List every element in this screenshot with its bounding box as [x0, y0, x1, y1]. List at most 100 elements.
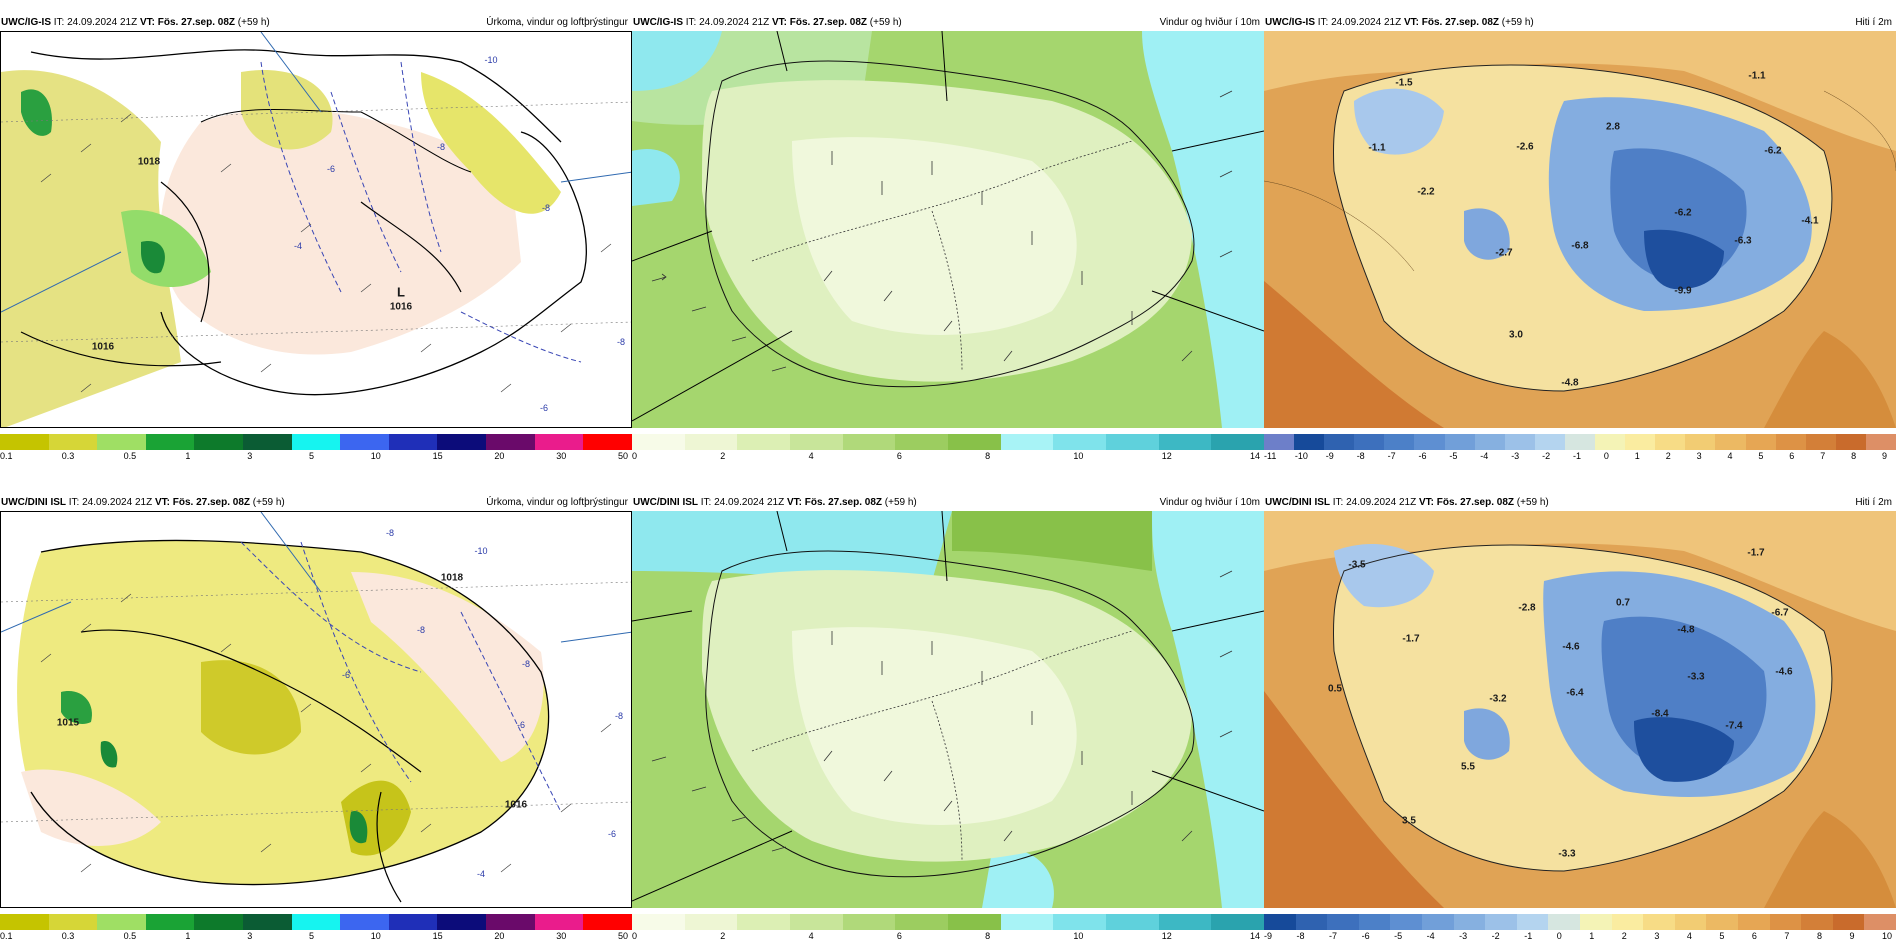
colorbar-swatch — [684, 434, 738, 450]
temperature-colorbar-ticks: -11 -10 -9 -8 -7 -6 -5 -4 -3 -2 -1 0 1 2 3 4 5 6 7 8 9 — [1264, 451, 1896, 463]
panel-title: Úrkoma, vindur og loftþrýstingur — [486, 497, 628, 508]
temperature-contour-label: -8 — [614, 711, 624, 721]
colorbar-tick-label: 3 — [1696, 451, 1702, 461]
model-label: UWC/IG-IS — [1, 17, 51, 28]
precip-map: 1018 1016 1016 L -10 -8 -6 -4 -6 -8 -8 — [0, 31, 632, 428]
temperature-value: -3.3 — [1687, 671, 1705, 683]
colorbar-swatch — [1106, 914, 1159, 930]
colorbar-tick-label: 30 — [556, 931, 567, 941]
temperature-contour-label: -6 — [341, 670, 351, 680]
colorbar-tick-label: 8 — [1851, 451, 1857, 461]
colorbar-swatch — [534, 434, 584, 450]
colorbar-swatch — [1745, 434, 1776, 450]
colorbar-tick-label: -2 — [1491, 931, 1500, 941]
colorbar-swatch — [583, 434, 632, 450]
colorbar-tick-label: -3 — [1511, 451, 1520, 461]
colorbar-tick-label: 3 — [247, 931, 253, 941]
colorbar-swatch — [145, 914, 195, 930]
panel-ig-is-temp: UWC/IG-IS IT: 24.09.2024 21Z VT: Fös. 27… — [1264, 16, 1896, 468]
colorbar-swatch — [437, 914, 487, 930]
temperature-contour-label: -4 — [293, 241, 303, 251]
colorbar-swatch — [340, 914, 389, 930]
colorbar-swatch — [684, 914, 738, 930]
colorbar-swatch — [1421, 914, 1454, 930]
init-time: IT: 24.09.2024 21Z — [685, 17, 770, 28]
colorbar-swatch — [1453, 914, 1486, 930]
colorbar-tick-label: 0.1 — [0, 451, 13, 461]
colorbar-swatch — [1864, 914, 1896, 930]
init-time: IT: 24.09.2024 21Z — [1317, 17, 1402, 28]
panel-header: UWC/IG-IS IT: 24.09.2024 21Z VT: Fös. 27… — [0, 16, 632, 30]
colorbar-swatch — [1715, 434, 1746, 450]
init-time: IT: 24.09.2024 21Z — [1332, 497, 1417, 508]
colorbar-swatch — [1264, 914, 1296, 930]
colorbar-swatch — [1674, 914, 1707, 930]
panel-dini-temp: UWC/DINI ISL IT: 24.09.2024 21Z VT: Fös.… — [1264, 496, 1896, 948]
temperature-value: -4.1 — [1801, 215, 1819, 227]
colorbar-swatch — [1158, 434, 1212, 450]
colorbar-swatch — [1643, 914, 1675, 930]
precip-colorbar — [0, 914, 632, 930]
colorbar-swatch — [948, 914, 1001, 930]
model-label: UWC/DINI ISL — [1, 497, 66, 508]
precip-colorbar-ticks: 0.1 0.3 0.5 1 3 5 10 15 20 30 50 — [0, 451, 632, 463]
temperature-value: -2.8 — [1518, 602, 1536, 614]
colorbar-swatch — [1801, 914, 1833, 930]
low-pressure-marker: L — [397, 284, 405, 300]
temperature-value: -4.8 — [1561, 377, 1579, 389]
panel-ig-is-wind: UWC/IG-IS IT: 24.09.2024 21Z VT: Fös. 27… — [632, 16, 1265, 468]
colorbar-tick-label: 15 — [432, 931, 443, 941]
colorbar-tick-label: -2 — [1542, 451, 1551, 461]
colorbar-tick-label: 8 — [985, 931, 991, 941]
colorbar-swatch — [1211, 914, 1265, 930]
colorbar-swatch — [1053, 914, 1107, 930]
colorbar-swatch — [97, 434, 146, 450]
colorbar-tick-label: 1 — [1634, 451, 1640, 461]
lead-time: (+59 h) — [884, 497, 917, 508]
colorbar-tick-label: -6 — [1361, 931, 1370, 941]
colorbar-swatch — [1516, 914, 1549, 930]
colorbar-tick-label: 2 — [720, 931, 726, 941]
precip-map: 1018 1015 1016 -8 -10 -8 -6 -8 -6 -8 -6 … — [0, 511, 632, 908]
colorbar-tick-label: 10 — [370, 451, 381, 461]
colorbar-swatch — [1655, 434, 1686, 450]
colorbar-swatch — [632, 914, 685, 930]
temperature-value: -3.2 — [1489, 693, 1507, 705]
wind-colorbar-ticks: 0 2 4 6 8 10 12 14 — [632, 451, 1264, 463]
colorbar-swatch — [194, 434, 244, 450]
temperature-value: -1.7 — [1402, 633, 1420, 645]
colorbar-swatch — [1548, 914, 1580, 930]
temperature-contour-label: -8 — [541, 203, 551, 213]
temperature-value: -2.7 — [1495, 247, 1513, 259]
colorbar-swatch — [583, 914, 632, 930]
temperature-colorbar — [1264, 914, 1896, 930]
temperature-contour-label: -6 — [607, 829, 617, 839]
colorbar-swatch — [1625, 434, 1656, 450]
colorbar-swatch — [1504, 434, 1535, 450]
map-canvas — [632, 511, 1264, 908]
colorbar-tick-label: -1 — [1573, 451, 1582, 461]
colorbar-swatch — [1835, 434, 1866, 450]
model-label: UWC/DINI ISL — [633, 497, 698, 508]
colorbar-tick-label: 12 — [1161, 931, 1172, 941]
colorbar-swatch — [0, 914, 49, 930]
wind-map — [632, 31, 1264, 428]
temperature-value: -6.4 — [1566, 687, 1584, 699]
wind-colorbar — [632, 914, 1265, 930]
colorbar-tick-label: -8 — [1356, 451, 1365, 461]
lead-time: (+59 h) — [252, 497, 285, 508]
colorbar-tick-label: -7 — [1329, 931, 1338, 941]
colorbar-tick-label: 0 — [632, 931, 638, 941]
lead-time: (+59 h) — [869, 17, 902, 28]
colorbar-tick-label: 12 — [1161, 451, 1172, 461]
temperature-value: -6.3 — [1734, 235, 1752, 247]
isobar-label: 1018 — [137, 156, 161, 168]
model-label: UWC/IG-IS — [1265, 17, 1315, 28]
colorbar-tick-label: 0 — [1556, 931, 1562, 941]
colorbar-tick-label: 2 — [1621, 931, 1627, 941]
temperature-contour-label: -8 — [416, 625, 426, 635]
colorbar-tick-label: 3 — [1654, 931, 1660, 941]
colorbar-swatch — [486, 914, 535, 930]
colorbar-tick-label: -11 — [1264, 451, 1277, 461]
colorbar-tick-label: 50 — [618, 931, 629, 941]
